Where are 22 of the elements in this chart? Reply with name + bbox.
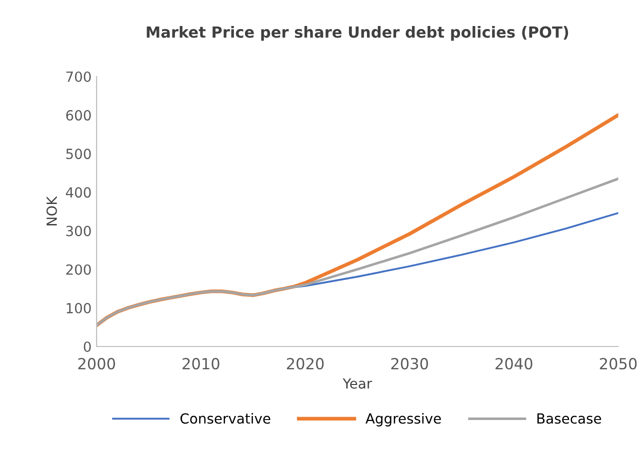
- x-tick-label: 2010: [182, 358, 220, 370]
- x-tick-label: 2030: [391, 358, 428, 370]
- y-tick-label: 500: [66, 148, 91, 160]
- chart-title: Market Price per share Under debt policies (POT): [146, 26, 568, 41]
- y-tick-label: 700: [66, 71, 91, 82]
- x-tick-label: 2000: [78, 358, 116, 370]
- legend-label: Aggressive: [366, 413, 441, 426]
- x-tick-label: 2040: [496, 358, 532, 370]
- y-tick-label: 0: [84, 341, 91, 352]
- x-tick-label: 2050: [600, 358, 637, 370]
- legend-label: Basecase: [537, 413, 602, 424]
- line-series: [96, 177, 618, 327]
- y-tick-label: 200: [66, 264, 91, 275]
- y-tick-label: 100: [66, 302, 91, 314]
- y-tick-label: 300: [66, 226, 91, 236]
- line-series: [294, 212, 618, 288]
- y-tick-label: 400: [66, 187, 91, 198]
- y-tick-label: 600: [66, 110, 91, 121]
- x-tick-label: 2020: [286, 358, 324, 370]
- x-axis-title: Year: [342, 378, 372, 389]
- legend-label: Conservative: [180, 413, 270, 424]
- y-axis-title: NOK: [46, 196, 57, 226]
